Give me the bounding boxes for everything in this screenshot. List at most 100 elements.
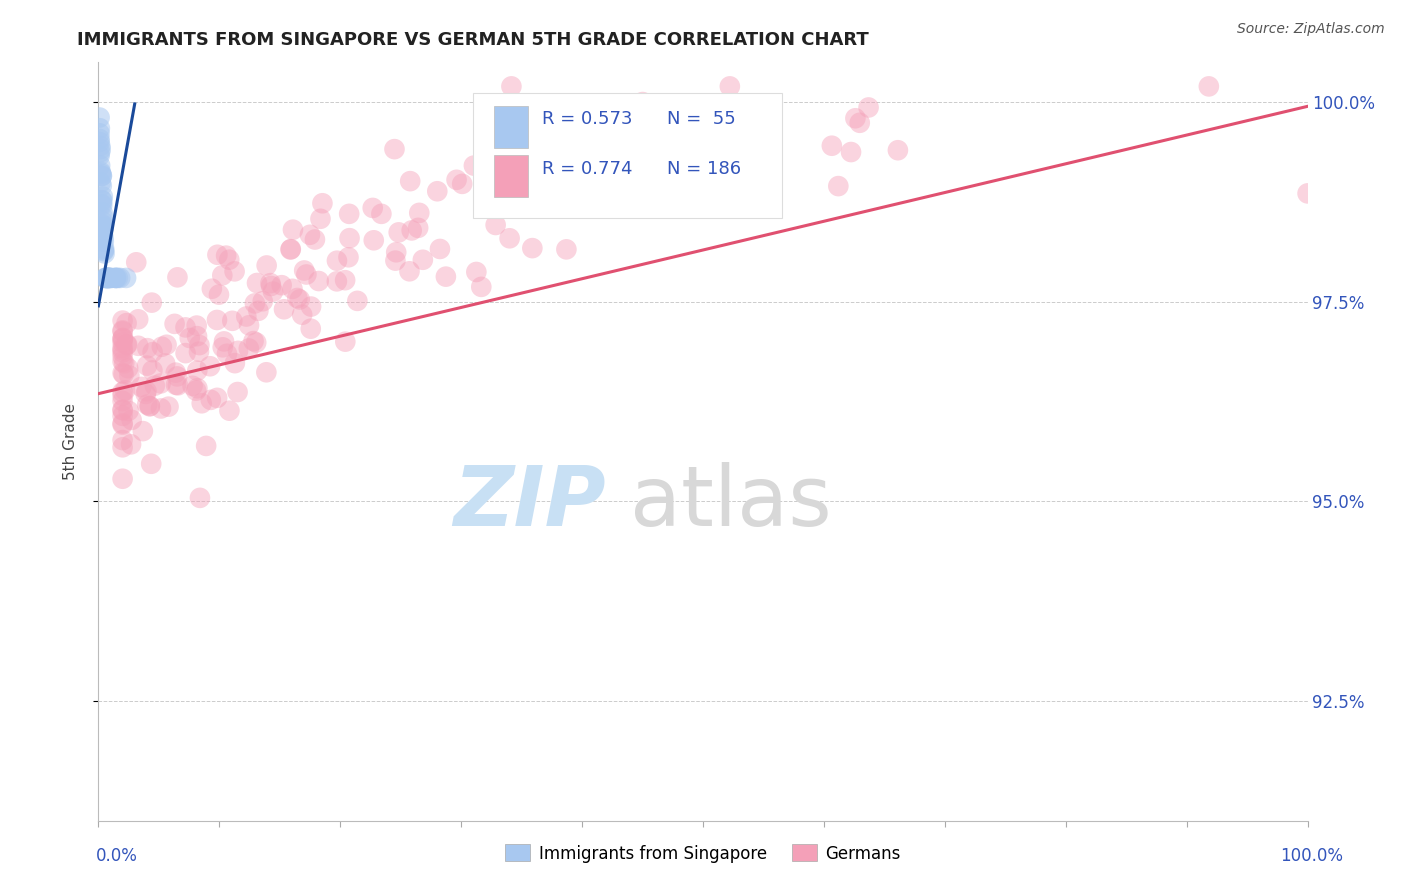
Point (91, 219, 114, 233)
Point (111, 331, 134, 345)
Point (195, 439, 218, 453)
Point (190, 396, 212, 410)
Point (215, 347, 238, 361)
Point (201, 282, 224, 296)
Point (112, 356, 135, 370)
Point (686, 136, 709, 151)
Point (370, 207, 392, 221)
Point (412, 252, 434, 267)
Point (205, 313, 228, 327)
Point (299, 300, 322, 314)
Point (333, 273, 356, 287)
Point (111, 335, 134, 350)
Point (117, 404, 139, 418)
Point (252, 294, 274, 309)
Point (238, 342, 260, 356)
Point (131, 380, 153, 394)
Point (211, 340, 233, 354)
Point (270, 278, 292, 293)
Point (115, 316, 138, 330)
Point (115, 338, 138, 352)
Point (111, 350, 134, 364)
Point (398, 264, 420, 278)
Point (181, 379, 204, 393)
Point (89, 145, 111, 160)
Text: atlas: atlas (630, 462, 832, 542)
Point (429, 242, 451, 256)
Point (174, 320, 197, 334)
Point (91, 194, 114, 208)
Point (111, 403, 134, 417)
Point (91, 227, 114, 242)
Point (91, 211, 114, 225)
Point (1296, 186, 1319, 201)
Point (224, 356, 246, 370)
Point (136, 341, 159, 355)
Point (179, 331, 201, 345)
Point (515, 140, 537, 154)
Point (292, 263, 315, 277)
Point (235, 310, 257, 324)
Point (90, 169, 112, 183)
Point (165, 366, 187, 380)
Point (550, 190, 572, 204)
Point (311, 196, 333, 211)
Point (163, 317, 186, 331)
Point (218, 252, 240, 267)
Point (111, 402, 134, 417)
Point (401, 223, 423, 237)
Point (90, 176, 112, 190)
Point (96, 271, 118, 285)
Point (111, 325, 134, 339)
Point (111, 384, 134, 399)
Point (135, 384, 157, 399)
Point (93, 220, 115, 235)
Point (104, 271, 127, 285)
Point (111, 472, 134, 486)
Point (108, 271, 131, 285)
Point (91, 189, 114, 203)
Point (91, 205, 114, 219)
Point (827, 179, 849, 194)
Point (498, 231, 520, 245)
Point (208, 287, 231, 301)
Point (485, 218, 508, 232)
Point (165, 377, 187, 392)
Point (111, 409, 134, 423)
Point (384, 142, 406, 156)
Point (91, 226, 114, 240)
Point (273, 302, 295, 317)
Point (114, 384, 136, 398)
Point (640, 185, 662, 199)
FancyBboxPatch shape (494, 155, 527, 197)
Point (541, 196, 564, 211)
Text: R = 0.774: R = 0.774 (543, 160, 633, 178)
Point (446, 173, 468, 187)
Point (142, 345, 165, 359)
Point (90, 178, 112, 193)
Point (426, 184, 449, 198)
Point (157, 400, 180, 414)
Point (839, 145, 862, 159)
Point (246, 276, 269, 290)
Point (117, 361, 139, 376)
Point (100, 271, 122, 285)
Point (186, 381, 208, 395)
Point (260, 279, 283, 293)
Point (90, 142, 112, 156)
Point (90, 193, 112, 207)
Point (111, 389, 134, 403)
Point (93, 235, 115, 249)
Point (470, 280, 492, 294)
Point (96, 271, 118, 285)
Point (90, 169, 112, 183)
Point (406, 220, 429, 235)
Point (98, 271, 121, 285)
Point (337, 250, 360, 264)
Point (254, 365, 277, 379)
Point (339, 231, 361, 245)
Point (91, 198, 114, 212)
Text: 0.0%: 0.0% (96, 847, 138, 865)
Point (141, 457, 163, 471)
Point (136, 398, 159, 412)
